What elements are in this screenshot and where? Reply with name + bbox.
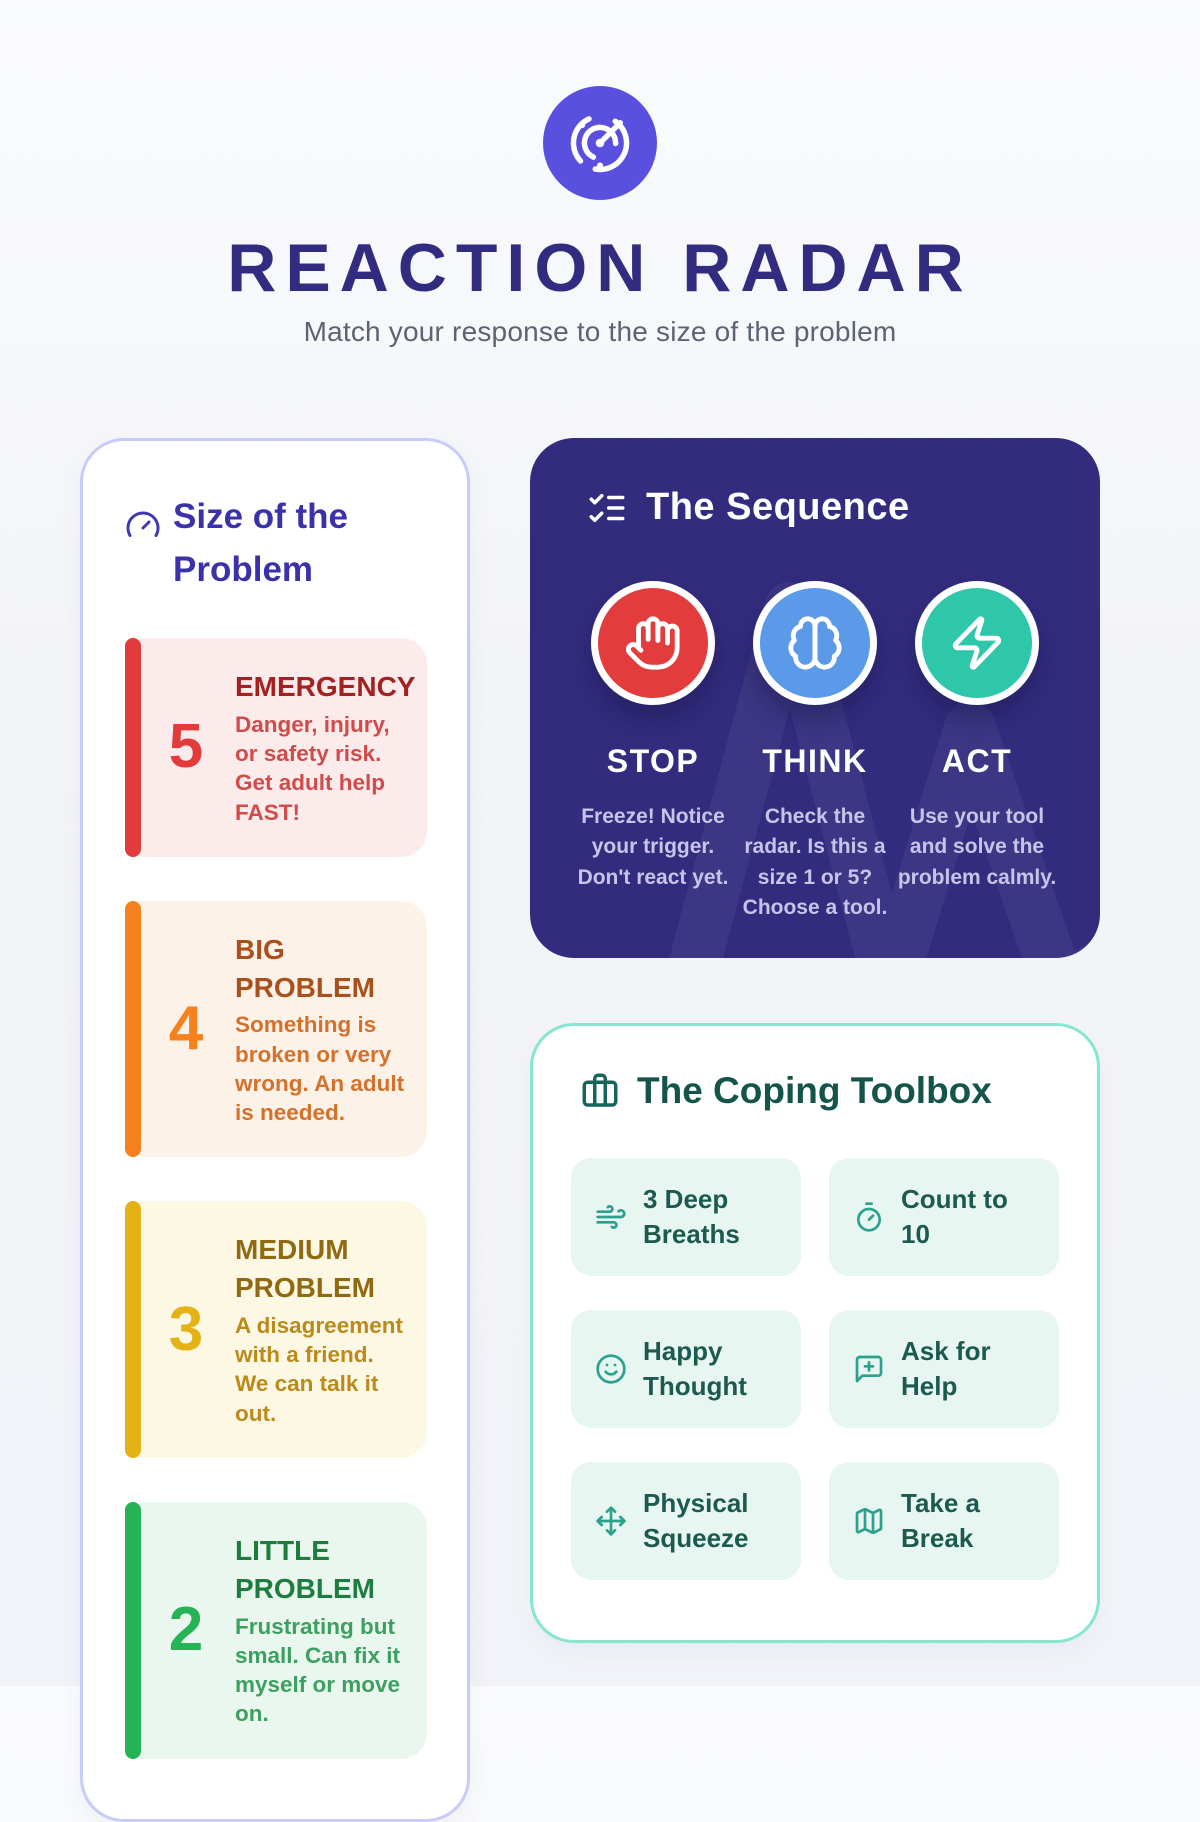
- sequence-header: The Sequence: [564, 486, 1066, 529]
- level-description: Something is broken or very wrong. An ad…: [235, 1012, 405, 1126]
- tool-label: Count to 10: [901, 1183, 1008, 1249]
- right-column: The Sequence STOP Freeze! Notice your tr…: [530, 438, 1100, 1643]
- tool-label: Take a Break: [901, 1487, 981, 1553]
- problem-levels: 5 EMERGENCY Danger, injury, or safety ri…: [125, 638, 427, 1759]
- tool-label: 3 Deep Breaths: [643, 1183, 740, 1249]
- page-subtitle: Match your response to the size of the p…: [303, 316, 897, 347]
- level-description: Frustrating but small. Can fix it myself…: [235, 1613, 401, 1727]
- tool-count-to-10: Count to 10: [829, 1158, 1059, 1276]
- level-number: 4: [168, 994, 204, 1064]
- hand-icon: [626, 616, 680, 670]
- problem-level-2: 2 LITTLE PROBLEM Frustrating but small. …: [125, 1501, 427, 1759]
- level-heading: LITTLE PROBLEM: [235, 1534, 375, 1604]
- smile-icon: [596, 1354, 626, 1384]
- problem-level-4: 4 BIG PROBLEM Something is broken or ver…: [125, 900, 427, 1158]
- list-checks-icon: [589, 493, 625, 522]
- step-label: THINK: [762, 743, 868, 779]
- tool-ask-for-help: Ask for Help: [829, 1310, 1059, 1428]
- level-number: 2: [168, 1595, 204, 1665]
- tool-physical-squeeze: Physical Squeeze: [571, 1462, 801, 1580]
- wind-icon: [596, 1205, 626, 1229]
- step-description: Freeze! Notice your trigger. Don't react…: [577, 805, 729, 889]
- toolbox-grid: 3 Deep Breaths Count to 10: [571, 1158, 1059, 1580]
- coping-toolbox-card: The Coping Toolbox 3 Deep Breaths: [530, 1023, 1100, 1643]
- reaction-radar-logo: [543, 86, 657, 200]
- tool-label: Physical Squeeze: [643, 1487, 749, 1553]
- level-heading: BIG PROBLEM: [235, 933, 375, 1003]
- move-icon: [596, 1506, 626, 1536]
- tool-label: Ask for Help: [901, 1335, 991, 1401]
- problem-level-3: 3 MEDIUM PROBLEM A disagreement with a f…: [125, 1201, 427, 1458]
- level-description: A disagreement with a friend. We can tal…: [235, 1312, 403, 1426]
- level-heading: MEDIUM PROBLEM: [235, 1234, 375, 1304]
- step-think: THINK Check the radar. Is this a size 1 …: [734, 581, 896, 924]
- level-number: 5: [168, 712, 204, 782]
- radar-icon: [570, 113, 630, 173]
- level-heading: EMERGENCY: [235, 671, 416, 702]
- stop-circle: [591, 581, 715, 705]
- gauge-icon: [126, 511, 160, 537]
- map-icon: [855, 1507, 883, 1535]
- level-accent-bar: [125, 1501, 141, 1759]
- sequence-card: The Sequence STOP Freeze! Notice your tr…: [530, 438, 1100, 958]
- toolbox-header: The Coping Toolbox: [571, 1070, 1059, 1112]
- zap-icon: [952, 616, 1002, 670]
- think-circle: [753, 581, 877, 705]
- level-accent-bar: [125, 900, 141, 1158]
- step-description: Check the radar. Is this a size 1 or 5? …: [742, 805, 888, 920]
- sequence-steps: STOP Freeze! Notice your trigger. Don't …: [564, 581, 1066, 924]
- brain-icon: [788, 616, 842, 670]
- size-card-header: Size of the Problem: [125, 491, 427, 596]
- tool-take-a-break: Take a Break: [829, 1462, 1059, 1580]
- page-header: REACTION RADAR Match your response to th…: [0, 86, 1200, 348]
- timer-icon: [857, 1202, 881, 1232]
- tool-label: Happy Thought: [643, 1335, 747, 1401]
- level-number: 3: [168, 1294, 204, 1364]
- step-description: Use your tool and solve the problem calm…: [897, 805, 1057, 889]
- size-card-title: Size of the Problem: [173, 497, 349, 589]
- step-label: STOP: [606, 743, 700, 779]
- briefcase-icon: [582, 1073, 618, 1107]
- size-of-problem-card: Size of the Problem 5 EMERGENCY Danger, …: [80, 438, 470, 1822]
- level-accent-bar: [125, 638, 141, 857]
- step-stop: STOP Freeze! Notice your trigger. Don't …: [572, 581, 734, 924]
- sequence-title: The Sequence: [646, 486, 910, 528]
- step-act: ACT Use your tool and solve the problem …: [896, 581, 1058, 924]
- toolbox-title: The Coping Toolbox: [637, 1070, 992, 1111]
- tool-happy-thought: Happy Thought: [571, 1310, 801, 1428]
- problem-level-5: 5 EMERGENCY Danger, injury, or safety ri…: [125, 638, 427, 857]
- level-accent-bar: [125, 1201, 141, 1458]
- act-circle: [915, 581, 1039, 705]
- level-description: Danger, injury, or safety risk. Get adul…: [235, 711, 390, 825]
- message-plus-icon: [855, 1355, 883, 1383]
- main-content: Size of the Problem 5 EMERGENCY Danger, …: [0, 438, 1200, 1822]
- step-label: ACT: [941, 743, 1013, 779]
- tool-deep-breaths: 3 Deep Breaths: [571, 1158, 801, 1276]
- page-title: REACTION RADAR: [227, 230, 973, 306]
